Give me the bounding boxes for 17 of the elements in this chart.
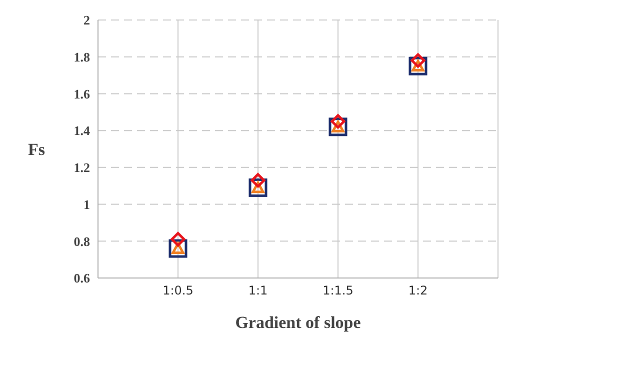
- x-tick-label: 1:1.5: [322, 284, 354, 298]
- x-tick-label: 1:1: [248, 284, 268, 298]
- point: [170, 232, 186, 247]
- y-tick-label: 0.8: [74, 234, 90, 249]
- x-tick-label: 1:0.5: [162, 284, 194, 298]
- x-tick-label: 1:2: [408, 284, 428, 298]
- y-tick-label: 1.2: [74, 160, 90, 176]
- y-tick-label: 1.4: [74, 123, 90, 138]
- y-tick-label: 1.6: [74, 86, 90, 102]
- point: [168, 239, 188, 258]
- x-axis-title: Gradient of slope: [235, 313, 362, 332]
- y-tick-label: 1: [84, 196, 90, 212]
- y-tick-label: 0.6: [74, 270, 90, 286]
- y-axis-title: Fs: [28, 140, 46, 160]
- point: [408, 56, 428, 76]
- y-tick-label: 2: [84, 12, 90, 28]
- y-tick-label: 1.8: [74, 49, 90, 64]
